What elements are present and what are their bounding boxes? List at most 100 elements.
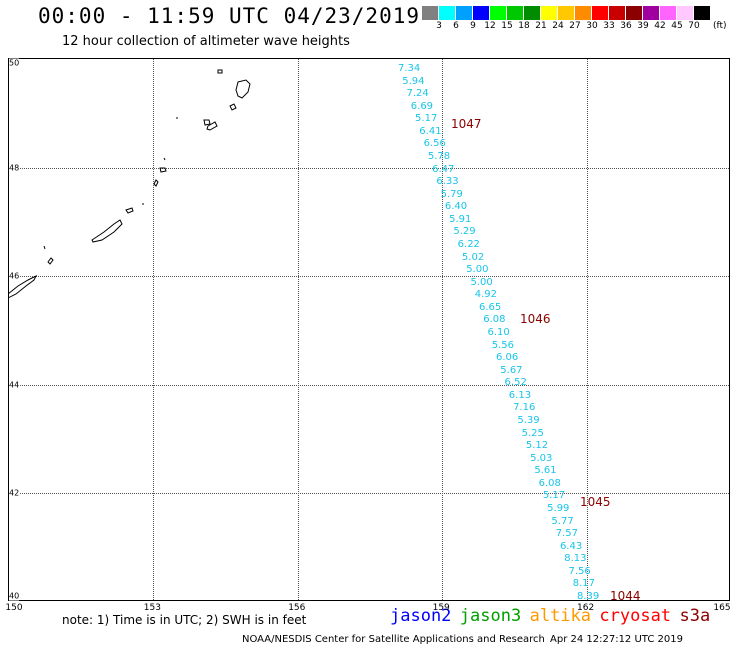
wave-height-value: 6.43 <box>559 540 583 552</box>
wave-height-value: 5.91 <box>449 213 472 225</box>
wave-height-value: 5.29 <box>453 226 476 238</box>
wave-height-value: 5.94 <box>402 75 425 87</box>
longitude-label: 150 <box>5 603 23 613</box>
wave-height-value: 8.39 <box>577 591 600 602</box>
wave-height-value: 6.69 <box>410 100 434 112</box>
scale-tick-label: 3 <box>436 21 442 31</box>
scale-tick-label: 33 <box>603 21 615 31</box>
scale-swatch <box>456 6 473 20</box>
scale-tick-label: 15 <box>501 21 513 31</box>
island-outline <box>8 274 38 299</box>
map-note: note: 1) Time is in UTC; 2) SWH is in fe… <box>62 613 307 627</box>
latitude-label: 48 <box>9 163 20 173</box>
island-outline <box>206 121 218 131</box>
latitude-label: 40 <box>9 591 20 601</box>
scale-tick-label: 36 <box>620 21 632 31</box>
scale-swatch <box>575 6 592 20</box>
scale-swatch <box>524 6 541 20</box>
scale-swatch <box>507 6 524 20</box>
wave-height-value: 8.13 <box>564 553 587 565</box>
wave-height-value: 5.61 <box>534 465 557 477</box>
wave-height-value: 5.03 <box>530 452 553 464</box>
wave-height-value: 6.65 <box>478 301 502 313</box>
wave-height-value: 5.25 <box>521 427 544 439</box>
wave-height-value: 6.56 <box>423 138 446 150</box>
wave-height-value: 5.79 <box>440 188 463 200</box>
latitude-label: 50 <box>9 58 20 68</box>
wave-height-value: 7.56 <box>568 565 591 577</box>
scale-swatch <box>473 6 490 20</box>
island-outline <box>217 69 223 74</box>
wave-height-value: 5.56 <box>491 339 515 351</box>
island-outline <box>125 207 134 214</box>
latitude-gridline <box>9 276 729 278</box>
island-outline <box>159 167 167 173</box>
scale-tick-label: 18 <box>518 21 530 31</box>
latitude-gridline <box>9 167 729 169</box>
scale-swatch <box>558 6 575 20</box>
wave-height-value: 7.57 <box>555 528 578 540</box>
island-outline <box>235 79 251 99</box>
scale-swatch <box>439 6 456 20</box>
map-frame: 50 48 46 44 42 40 7.34 5.94 7.24 6.69 5.17 6.41 6.56… <box>8 58 730 603</box>
wave-height-value: 6.41 <box>419 125 442 137</box>
wave-height-value: 6.08 <box>538 477 561 489</box>
scale-tick-label: 21 <box>535 21 547 31</box>
wave-height-value: 5.67 <box>500 364 523 376</box>
pass-number-label: 1044 <box>610 589 641 603</box>
wave-height-value: 6.33 <box>436 176 459 188</box>
wave-height-value: 5.99 <box>547 503 570 514</box>
wave-height-value: 6.08 <box>483 314 506 326</box>
longitude-label: 162 <box>577 603 595 613</box>
longitude-gridline <box>153 59 155 600</box>
longitude-gridline <box>442 59 444 600</box>
color-scale-labels: 3 6 9 12 15 18 21 24 27 30 33 36 39 42 45 70 <box>422 21 740 33</box>
satellite-legend-item: cryosat <box>599 606 672 626</box>
longitude-gridline <box>586 59 588 600</box>
scale-swatch <box>660 6 677 20</box>
wave-height-value: 7.24 <box>406 88 429 100</box>
scale-tick-label: 12 <box>484 21 496 31</box>
island-outline <box>229 103 237 111</box>
wave-height-value: 5.78 <box>427 151 451 162</box>
longitude-label: 153 <box>143 603 161 613</box>
scale-tick-label: 6 <box>453 21 459 31</box>
wave-height-value: 5.02 <box>461 251 485 263</box>
wave-height-value: 6.10 <box>487 327 510 338</box>
island-outline <box>153 179 159 187</box>
scale-tick-label: 24 <box>552 21 564 31</box>
wave-height-value: 5.12 <box>525 440 549 452</box>
longitude-gridline <box>297 59 299 600</box>
wave-height-value: 6.52 <box>504 377 527 389</box>
wave-height-value: 7.16 <box>513 402 536 414</box>
satellite-legend-item: altika <box>529 606 592 626</box>
latitude-gridline <box>9 384 729 386</box>
wave-height-value: 6.47 <box>432 163 455 175</box>
scale-tick-label: 30 <box>586 21 598 31</box>
latitude-label: 42 <box>9 488 20 498</box>
scale-swatch <box>626 6 643 20</box>
wave-height-value: 4.92 <box>474 289 497 301</box>
latitude-label: 44 <box>9 380 20 390</box>
scale-swatch <box>694 6 711 20</box>
scale-swatch <box>490 6 507 20</box>
scale-swatch <box>609 6 626 20</box>
color-scale-bar <box>422 6 711 20</box>
wave-height-value: 6.13 <box>508 389 532 401</box>
wave-height-value: 6.06 <box>496 352 519 364</box>
scale-tick-label: 39 <box>637 21 649 31</box>
satellite-legend-item: s3a <box>679 606 711 626</box>
island-outline <box>163 157 166 161</box>
longitude-label: 156 <box>288 603 306 613</box>
scale-swatch <box>422 6 439 20</box>
scale-swatch <box>592 6 609 20</box>
island-outline <box>43 245 46 250</box>
scale-swatch <box>677 6 694 20</box>
wave-height-value: 5.00 <box>470 276 493 288</box>
scale-tick-label: 9 <box>470 21 476 31</box>
scale-swatch <box>541 6 558 20</box>
wave-height-value: 5.39 <box>517 415 540 426</box>
pass-number-label: 1046 <box>520 312 551 326</box>
island-outline <box>47 257 54 265</box>
wave-height-value: 5.17 <box>415 113 438 125</box>
